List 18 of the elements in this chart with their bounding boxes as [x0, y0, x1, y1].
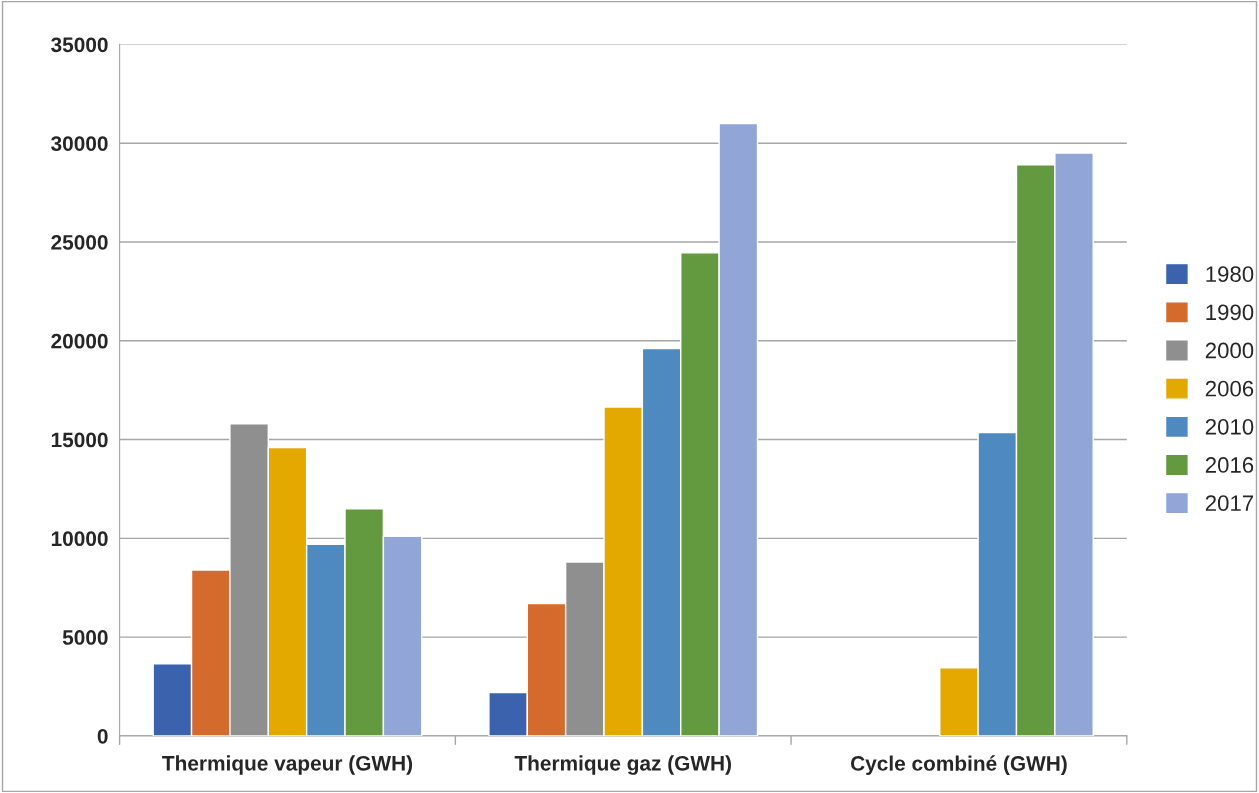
legend-label: 2016 — [1205, 457, 1254, 473]
y-tick-label: 20000 — [51, 333, 108, 349]
y-tick-label: 0 — [97, 728, 108, 744]
x-tick-label: Cycle combiné (GWH) — [850, 755, 1067, 775]
y-tick-label: 30000 — [51, 136, 108, 151]
legend-label: 1990 — [1206, 304, 1254, 321]
x-tick-label: Thermique gaz (GWH) — [514, 755, 731, 775]
y-tick-label: 25000 — [51, 234, 108, 250]
legend-label: 1980 — [1206, 266, 1254, 283]
legend-label: 2006 — [1205, 380, 1254, 397]
y-tick-label: 15000 — [51, 432, 108, 448]
y-tick-label: 35000 — [51, 37, 108, 53]
y-tick-label: 5000 — [62, 630, 108, 645]
legend-label: 2000 — [1205, 342, 1254, 359]
legend-label: 2017 — [1205, 495, 1254, 512]
x-tick-label: Thermique vapeur (GWH) — [162, 755, 413, 775]
legend-label: 2010 — [1205, 418, 1254, 435]
y-tick-label: 10000 — [51, 531, 108, 547]
